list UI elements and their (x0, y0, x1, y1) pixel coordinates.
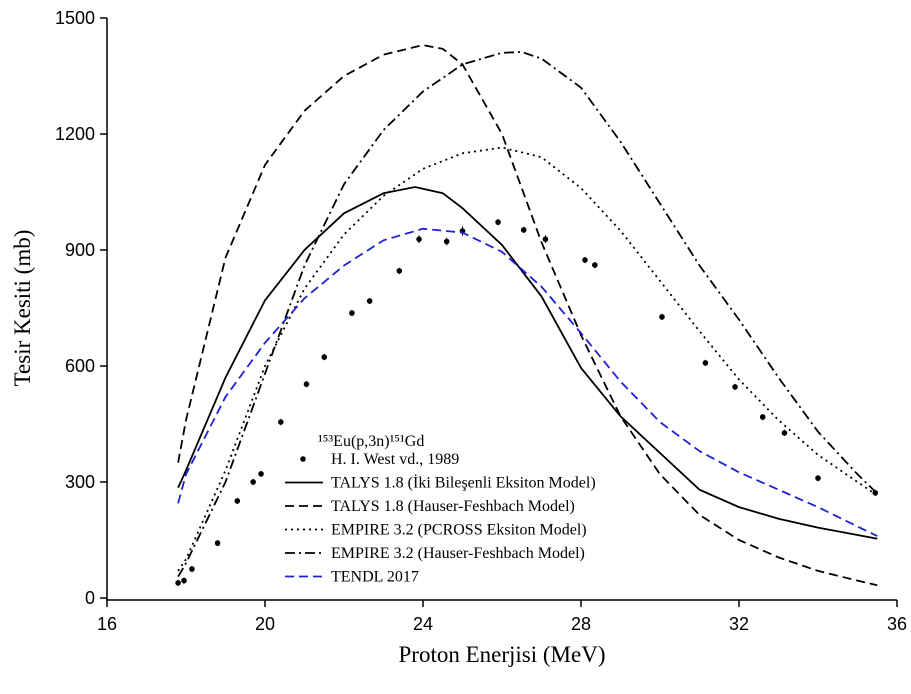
legend-label: H. I. West vd., 1989 (331, 451, 459, 468)
curve (177, 227, 878, 537)
x-axis-title: Proton Enerjisi (MeV) (399, 642, 606, 667)
data-point (303, 381, 310, 387)
data-point (592, 262, 598, 268)
y-tick-label: 300 (65, 472, 95, 492)
data-point (234, 498, 241, 504)
x-tick-label: 32 (729, 614, 749, 634)
y-tick-label: 0 (85, 588, 95, 608)
data-point (366, 298, 373, 304)
data-point (396, 268, 403, 274)
data-point (349, 310, 355, 316)
legend-label: TALYS 1.8 (Hauser-Feshbach Model) (331, 498, 575, 515)
data-point (732, 384, 738, 390)
y-tick-label: 600 (65, 356, 95, 376)
data-point (582, 257, 588, 263)
data-point (781, 430, 788, 436)
data-point (520, 227, 527, 233)
data-point (815, 475, 821, 481)
legend-label: EMPIRE 3.2 (Hauser-Feshbach Model) (331, 545, 585, 562)
data-point (214, 540, 221, 546)
data-point (495, 219, 501, 225)
data-point (250, 479, 256, 485)
data-point (542, 236, 549, 242)
legend-label: EMPIRE 3.2 (PCROSS Eksiton Model) (331, 522, 587, 539)
curve (177, 44, 878, 587)
data-point (258, 471, 264, 477)
data-point (321, 354, 328, 360)
data-point (416, 236, 422, 242)
y-axis-title: Tesir Kesiti (mb) (10, 230, 35, 387)
x-tick-label: 20 (255, 614, 275, 634)
data-point (175, 580, 181, 586)
curve (177, 51, 878, 578)
data-point (189, 566, 195, 572)
curve (177, 146, 878, 572)
data-point (702, 360, 709, 366)
legend-label: TALYS 1.8 (İki Bileşenli Eksiton Model) (331, 474, 596, 492)
x-tick-label: 16 (97, 614, 117, 634)
x-tick-label: 36 (887, 614, 907, 634)
x-tick-label: 24 (413, 614, 433, 634)
data-point (759, 414, 766, 420)
y-tick-label: 1500 (55, 8, 95, 28)
y-tick-label: 900 (65, 240, 95, 260)
data-point (443, 238, 450, 245)
curve (177, 186, 878, 540)
data-point (659, 314, 665, 320)
data-point (278, 419, 284, 425)
legend-marker (300, 456, 306, 462)
legend-title: ¹⁵³Eu(p,3n)¹⁵¹Gd (318, 433, 424, 450)
data-point (181, 577, 187, 584)
y-tick-label: 1200 (55, 124, 95, 144)
legend-label: TENDL 2017 (331, 569, 419, 586)
x-tick-label: 28 (571, 614, 591, 634)
